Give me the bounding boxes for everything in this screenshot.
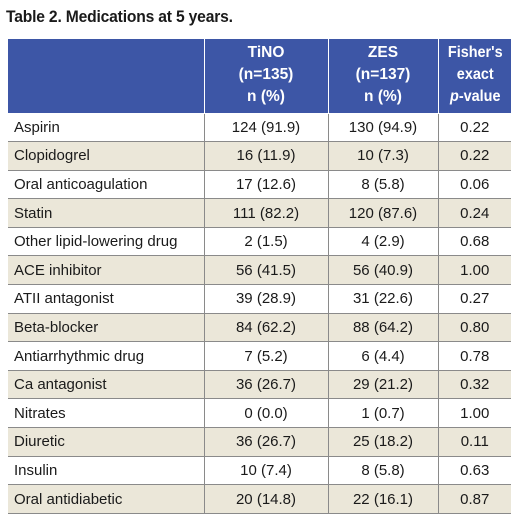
- header-zes-line2: (n=137): [355, 66, 411, 84]
- cell-zes: 56 (40.9): [327, 255, 438, 286]
- table-body: Aspirin 124 (91.9) 130 (94.9) 0.22 Clopidogr…: [8, 113, 511, 514]
- cell-p-value: 0.63: [437, 456, 511, 486]
- cell-tino: 56 (41.5): [203, 255, 328, 286]
- cell-medication: ATII antagonist: [8, 284, 204, 314]
- cell-medication: Oral antidiabetic: [8, 484, 204, 514]
- cell-p-value: 0.80: [437, 313, 511, 343]
- header-tino-line1: TiNO: [247, 44, 285, 62]
- cell-p-value: 0.22: [437, 113, 511, 143]
- cell-medication: Antiarrhythmic drug: [8, 341, 204, 371]
- cell-medication: Other lipid-lowering drug: [8, 227, 204, 257]
- cell-tino: 124 (91.9): [203, 113, 328, 143]
- cell-medication: Nitrates: [8, 398, 204, 429]
- cell-tino: 84 (62.2): [203, 313, 328, 343]
- cell-zes: 8 (5.8): [327, 170, 438, 200]
- header-medication: [8, 39, 204, 114]
- header-zes: ZES (n=137) n (%): [327, 39, 438, 114]
- table-row: Clopidogrel 16 (11.9) 10 (7.3) 0.22: [8, 141, 511, 171]
- cell-medication: Statin: [8, 198, 204, 228]
- table-row: Aspirin 124 (91.9) 130 (94.9) 0.22: [8, 113, 511, 143]
- table-header: TiNO (n=135) n (%) ZES (n=137) n (%) Fis…: [8, 39, 511, 114]
- cell-zes: 31 (22.6): [327, 284, 438, 314]
- cell-zes: 88 (64.2): [327, 313, 438, 343]
- table-row: ATII antagonist 39 (28.9) 31 (22.6) 0.27: [8, 284, 511, 314]
- cell-tino: 16 (11.9): [203, 141, 328, 171]
- cell-tino: 0 (0.0): [203, 398, 328, 429]
- table-row: Beta-blocker 84 (62.2) 88 (64.2) 0.80: [8, 313, 511, 343]
- table-row: Oral anticoagulation 17 (12.6) 8 (5.8) 0.06: [8, 170, 511, 200]
- cell-p-value: 0.27: [437, 284, 511, 314]
- cell-zes: 4 (2.9): [327, 227, 438, 257]
- cell-medication: Beta-blocker: [8, 313, 204, 343]
- cell-zes: 22 (16.1): [327, 484, 438, 514]
- cell-zes: 29 (21.2): [327, 370, 438, 400]
- header-fisher-p: p: [449, 88, 459, 106]
- table-row: ACE inhibitor 56 (41.5) 56 (40.9) 1.00: [8, 255, 511, 286]
- cell-p-value: 1.00: [437, 255, 511, 286]
- table-row: Statin 111 (82.2) 120 (87.6) 0.24: [8, 198, 511, 228]
- header-fisher-value: -value: [458, 88, 500, 106]
- cell-medication: Insulin: [8, 456, 204, 486]
- cell-zes: 6 (4.4): [327, 341, 438, 371]
- cell-medication: Diuretic: [8, 427, 204, 457]
- header-tino-line3: n (%): [247, 88, 285, 106]
- table-row: Insulin 10 (7.4) 8 (5.8) 0.63: [8, 456, 511, 486]
- cell-tino: 2 (1.5): [203, 227, 328, 257]
- table-caption: Table 2. Medications at 5 years.: [6, 7, 233, 26]
- cell-p-value: 0.22: [437, 141, 511, 171]
- table-row: Nitrates 0 (0.0) 1 (0.7) 1.00: [8, 398, 511, 429]
- cell-zes: 10 (7.3): [327, 141, 438, 171]
- cell-tino: 20 (14.8): [203, 484, 328, 514]
- cell-p-value: 0.32: [437, 370, 511, 400]
- cell-zes: 8 (5.8): [327, 456, 438, 486]
- cell-tino: 7 (5.2): [203, 341, 328, 371]
- cell-tino: 17 (12.6): [203, 170, 328, 200]
- cell-zes: 1 (0.7): [327, 398, 438, 429]
- header-fisher-line3: p-value: [443, 86, 507, 108]
- table-row: Diuretic 36 (26.7) 25 (18.2) 0.11: [8, 427, 511, 457]
- cell-p-value: 0.24: [437, 198, 511, 228]
- header-fisher-line2: exact: [456, 66, 494, 84]
- cell-p-value: 0.87: [437, 484, 511, 514]
- cell-p-value: 0.68: [437, 227, 511, 257]
- header-tino: TiNO (n=135) n (%): [203, 39, 328, 114]
- cell-medication: Ca antagonist: [8, 370, 204, 400]
- header-zes-line1: ZES: [367, 44, 399, 62]
- table-row: Oral antidiabetic 20 (14.8) 22 (16.1) 0.87: [8, 484, 511, 514]
- table-row: Antiarrhythmic drug 7 (5.2) 6 (4.4) 0.78: [8, 341, 511, 371]
- cell-p-value: 0.78: [437, 341, 511, 371]
- cell-tino: 10 (7.4): [203, 456, 328, 486]
- header-tino-line2: (n=135): [238, 66, 294, 84]
- header-row: TiNO (n=135) n (%) ZES (n=137) n (%) Fis…: [8, 39, 511, 114]
- cell-zes: 25 (18.2): [327, 427, 438, 457]
- table-row: Other lipid-lowering drug 2 (1.5) 4 (2.9) 0…: [8, 227, 511, 257]
- cell-medication: Clopidogrel: [8, 141, 204, 171]
- table-row: Ca antagonist 36 (26.7) 29 (21.2) 0.32: [8, 370, 511, 400]
- cell-p-value: 1.00: [437, 398, 511, 429]
- cell-tino: 36 (26.7): [203, 427, 328, 457]
- cell-p-value: 0.06: [437, 170, 511, 200]
- header-fisher-line1: Fisher's: [447, 44, 503, 62]
- cell-medication: ACE inhibitor: [8, 255, 204, 286]
- header-zes-line3: n (%): [364, 88, 402, 106]
- cell-tino: 111 (82.2): [203, 198, 328, 228]
- cell-medication: Aspirin: [8, 113, 204, 143]
- cell-zes: 130 (94.9): [327, 113, 438, 143]
- cell-tino: 39 (28.9): [203, 284, 328, 314]
- cell-zes: 120 (87.6): [327, 198, 438, 228]
- header-fisher: Fisher's exact p-value: [437, 39, 511, 114]
- cell-medication: Oral anticoagulation: [8, 170, 204, 200]
- medications-table: TiNO (n=135) n (%) ZES (n=137) n (%) Fis…: [8, 39, 511, 514]
- cell-p-value: 0.11: [437, 427, 511, 457]
- cell-tino: 36 (26.7): [203, 370, 328, 400]
